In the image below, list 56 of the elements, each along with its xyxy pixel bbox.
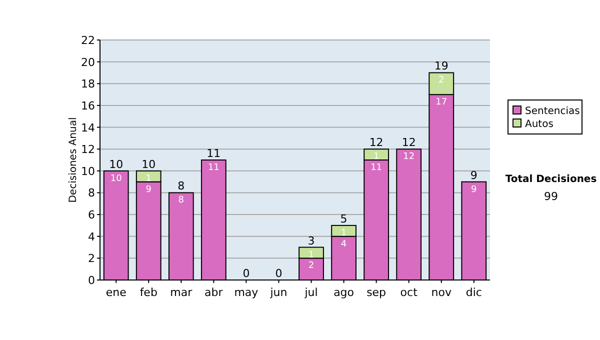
total-label: 0 [242, 267, 250, 280]
x-tick-label: jul [304, 286, 318, 299]
x-tick-label: sep [366, 286, 386, 299]
data-label: 1 [146, 174, 152, 184]
x-tick-label: feb [140, 286, 158, 299]
text: Total Decisiones [505, 174, 597, 185]
y-tick-label: 8 [88, 186, 95, 200]
total-label: 10 [109, 158, 124, 171]
data-label: 17 [436, 98, 448, 108]
data-label: 10 [110, 174, 122, 184]
total-label: 12 [402, 136, 416, 150]
legend-label: Sentencias [525, 106, 580, 117]
total-label: 0 [275, 267, 282, 280]
legend-label: Autos [525, 119, 554, 130]
y-tick-label: 4 [88, 230, 95, 244]
total-label: 3 [308, 234, 315, 248]
y-axis-title: Decisiones Anual [68, 117, 79, 203]
x-tick-label: jun [269, 286, 288, 299]
y-tick-label: 6 [88, 208, 95, 222]
total-label: 11 [206, 147, 221, 160]
data-label: 12 [403, 152, 415, 162]
data-label: 1 [373, 152, 380, 162]
data-label: 9 [471, 184, 478, 195]
x-tick-label: mar [170, 286, 193, 299]
data-label: 11 [370, 163, 382, 173]
x-tick-label: may [234, 286, 259, 299]
total-label: 9 [470, 168, 478, 182]
data-label: 9 [146, 184, 152, 195]
data-label: 4 [340, 239, 347, 250]
total-label: 5 [340, 212, 348, 226]
x-tick-label: ago [334, 286, 354, 299]
data-label: 1 [308, 250, 314, 260]
y-tick-label: 12 [81, 143, 95, 156]
data-label: 1 [340, 228, 347, 238]
total-label: 10 [142, 158, 156, 171]
x-tick-label: dic [466, 286, 482, 299]
data-label: 8 [178, 196, 184, 206]
x-tick-label: abr [204, 286, 224, 299]
y-tick-label: 0 [88, 274, 95, 287]
data-label: 2 [308, 261, 314, 272]
y-tick-label: 10 [81, 164, 95, 178]
x-tick-label: nov [431, 286, 452, 299]
x-tick-label: oct [400, 286, 418, 299]
x-tick-label: ene [106, 286, 127, 299]
data-label: 2 [438, 76, 444, 86]
data-label: 11 [208, 163, 220, 173]
text: 99 [544, 190, 558, 203]
total-label: 12 [369, 136, 384, 150]
y-tick-label: 14 [81, 121, 95, 134]
y-tick-label: 20 [81, 56, 95, 69]
y-tick-label: 18 [81, 78, 95, 91]
total-label: 8 [178, 180, 185, 193]
y-tick-label: 22 [81, 34, 95, 47]
y-tick-label: 16 [81, 99, 95, 112]
total-label: 19 [434, 60, 448, 73]
y-tick-label: 2 [88, 252, 95, 266]
